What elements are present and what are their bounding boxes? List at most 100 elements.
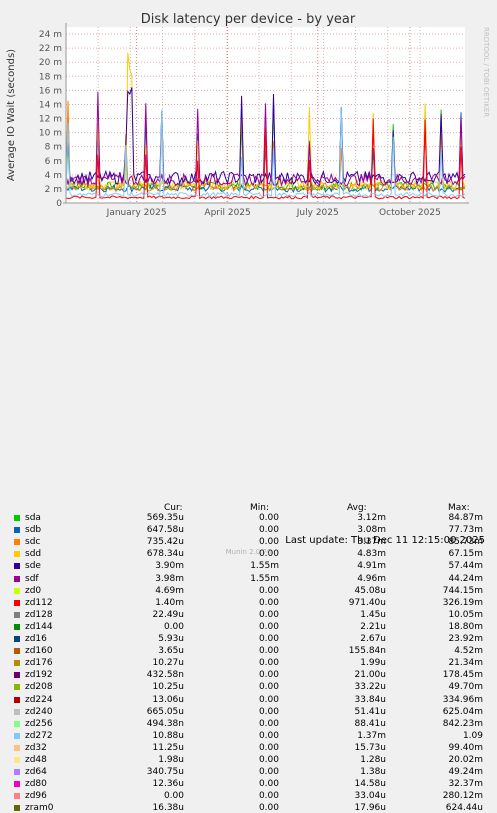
legend-swatch	[14, 805, 20, 812]
legend-series-name: zd160	[25, 646, 53, 657]
legend-series-name: zd272	[25, 730, 53, 741]
legend-swatch	[14, 611, 20, 618]
legend-series-name: zd16	[25, 634, 47, 644]
legend-swatch	[14, 648, 20, 655]
legend-value-max: 77.73m	[448, 525, 483, 536]
legend-row: zd80 12.36u 0.00 14.58u 32.37m	[0, 779, 497, 789]
y-tick-label: 20 m	[39, 58, 62, 68]
legend-value-avg: 88.41u	[354, 718, 386, 729]
legend-series-name: zd192	[25, 670, 53, 681]
legend-value-cur: 0.00	[163, 621, 184, 632]
legend-row: zd96 0.00 0.00 33.04u 280.12m	[0, 791, 497, 801]
legend-swatch	[14, 563, 20, 570]
legend-row: zd128 22.49u 0.00 1.45u 10.05m	[0, 610, 497, 620]
legend-row: zd240 665.05u 0.00 51.41u 625.04m	[0, 707, 497, 717]
legend-value-max: 85.73m	[448, 537, 483, 548]
legend-value-avg: 2.21u	[360, 621, 386, 632]
legend-row: zd64 340.75u 0.00 1.38u 49.24m	[0, 767, 497, 777]
legend-header-cur: Cur:	[164, 503, 183, 513]
legend-header-min: Min:	[250, 503, 270, 513]
legend-value-min: 0.00	[258, 670, 279, 681]
x-tick-label: October 2025	[379, 208, 441, 218]
y-tick-label: 2 m	[45, 185, 62, 195]
legend-value-min: 0.00	[258, 597, 279, 608]
legend-value-min: 0.00	[258, 621, 279, 632]
y-tick-label: 14 m	[39, 100, 62, 110]
legend-row: sdc 735.42u 0.00 3.37m 85.73m	[0, 537, 497, 547]
legend-value-avg: 3.12m	[357, 513, 386, 523]
axes: 0 2 m 4 m 6 m 8 m 10 m 12 m 14 m 16 m 18 m 20 m 22 …	[39, 23, 469, 218]
legend-row: zd256 494.38n 0.00 88.41u 842.23m	[0, 719, 497, 729]
legend-value-cur: 10.25u	[152, 682, 184, 693]
legend-series-name: zd80	[25, 779, 47, 790]
legend-value-avg: 3.37m	[357, 537, 386, 548]
legend-series-name: sdc	[25, 537, 41, 548]
y-tick-label: 10 m	[39, 129, 62, 139]
legend-row: sdf 3.98m 1.55m 4.96m 44.24m	[0, 574, 497, 584]
legend-swatch	[14, 732, 20, 739]
legend-value-min: 0.00	[258, 779, 279, 790]
legend-value-min: 0.00	[258, 791, 279, 802]
legend-value-avg: 3.08m	[357, 525, 386, 536]
legend-value-avg: 14.58u	[354, 779, 386, 790]
legend-value-min: 0.00	[258, 730, 279, 741]
legend-value-min: 0.00	[258, 767, 279, 778]
legend-value-cur: 494.38n	[146, 718, 184, 729]
legend-value-cur: 16.38u	[152, 803, 184, 813]
legend-row: zd112 1.40m 0.00 971.40u 326.19m	[0, 598, 497, 608]
legend-swatch	[14, 587, 20, 594]
legend-value-max: 744.15m	[442, 585, 483, 596]
legend-value-cur: 3.65u	[158, 646, 184, 657]
legend-swatch	[14, 720, 20, 727]
x-tick-label: January 2025	[106, 208, 167, 218]
legend-row: zd0 4.69m 0.00 45.08u 744.15m	[0, 586, 497, 596]
legend-value-max: 4.52m	[454, 646, 483, 657]
legend-series-name: zd224	[25, 694, 53, 705]
legend-value-max: 625.04m	[442, 706, 483, 717]
legend-series-name: sdb	[25, 525, 42, 536]
legend-swatch	[14, 744, 20, 751]
legend-value-cur: 647.58u	[146, 525, 184, 536]
legend-value-min: 0.00	[258, 658, 279, 669]
y-tick-label: 4 m	[45, 171, 62, 181]
legend-series-name: sda	[25, 513, 41, 523]
legend-row: zd224 13.06u 0.00 33.84u 334.96m	[0, 695, 497, 705]
legend-swatch	[14, 515, 20, 521]
legend-value-cur: 22.49u	[152, 609, 184, 620]
legend-value-cur: 5.93u	[158, 634, 184, 644]
legend-swatch	[14, 599, 20, 606]
legend-value-avg: 1.99u	[360, 658, 386, 669]
legend-value-min: 0.00	[258, 513, 279, 523]
legend-value-cur: 10.27u	[152, 658, 184, 669]
legend-value-avg: 4.96m	[357, 573, 386, 584]
legend-value-cur: 12.36u	[152, 779, 184, 790]
legend-value-max: 334.96m	[442, 694, 483, 705]
legend-value-max: 23.92m	[448, 634, 483, 644]
legend-series-name: sdd	[25, 549, 42, 560]
legend-value-min: 0.00	[258, 742, 279, 753]
legend-value-max: 280.12m	[442, 791, 483, 802]
legend-series-name: zd32	[25, 742, 47, 753]
legend-row: zd48 1.98u 0.00 1.28u 20.02m	[0, 755, 497, 765]
legend-value-avg: 155.84n	[348, 646, 386, 657]
legend-swatch	[14, 539, 20, 546]
legend-swatch	[14, 551, 20, 558]
legend-value-cur: 4.69m	[155, 585, 184, 596]
legend-series-name: zd0	[25, 585, 42, 596]
legend-value-cur: 1.98u	[158, 755, 184, 765]
legend-value-min: 0.00	[258, 634, 279, 644]
legend-value-min: 0.00	[258, 803, 279, 813]
y-tick-label: 16 m	[39, 86, 62, 96]
legend-value-max: 67.15m	[448, 549, 483, 560]
legend-value-cur: 432.58n	[146, 670, 184, 681]
legend-value-min: 0.00	[258, 549, 279, 560]
legend-series-name: zd176	[25, 658, 53, 669]
legend-value-avg: 15.73u	[354, 742, 386, 753]
legend-swatch	[14, 757, 20, 763]
y-tick-label: 24 m	[39, 30, 62, 40]
legend-value-max: 49.70m	[448, 682, 483, 693]
legend-value-max: 44.24m	[448, 573, 483, 584]
legend-swatch	[14, 636, 20, 642]
legend-row: zd144 0.00 0.00 2.21u 18.80m	[0, 622, 497, 632]
legend-value-max: 49.24m	[448, 767, 483, 778]
